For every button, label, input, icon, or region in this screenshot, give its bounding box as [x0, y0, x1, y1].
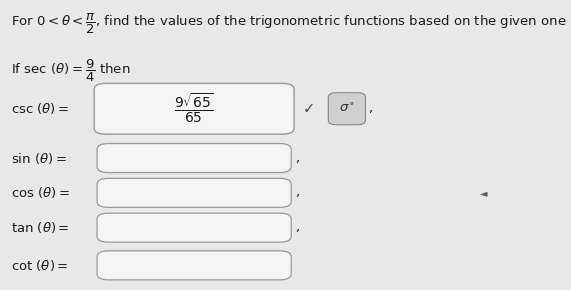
Text: tan $(\theta) =$: tan $(\theta) =$	[11, 220, 70, 235]
Text: ◄: ◄	[480, 188, 487, 198]
Text: cos $(\theta) =$: cos $(\theta) =$	[11, 185, 71, 200]
FancyBboxPatch shape	[97, 213, 291, 242]
FancyBboxPatch shape	[97, 144, 291, 173]
Text: If sec $(\theta) = \dfrac{9}{4}$ then: If sec $(\theta) = \dfrac{9}{4}$ then	[11, 58, 131, 84]
Text: ✓: ✓	[303, 101, 315, 116]
Text: For $0 < \theta < \dfrac{\pi}{2}$, find the values of the trigonometric function: For $0 < \theta < \dfrac{\pi}{2}$, find …	[11, 12, 567, 36]
Text: ,: ,	[295, 152, 299, 164]
FancyBboxPatch shape	[97, 251, 291, 280]
Text: ,: ,	[295, 221, 299, 234]
Text: cot $(\theta) =$: cot $(\theta) =$	[11, 258, 69, 273]
Text: ,: ,	[368, 102, 372, 115]
Text: $\sigma^{\!\circ}$: $\sigma^{\!\circ}$	[339, 102, 355, 115]
Text: csc $(\theta)=$: csc $(\theta)=$	[11, 101, 70, 116]
Text: sin $(\theta) =$: sin $(\theta) =$	[11, 151, 67, 166]
FancyBboxPatch shape	[328, 93, 365, 125]
Text: $\dfrac{9\sqrt{65}}{65}$: $\dfrac{9\sqrt{65}}{65}$	[174, 92, 214, 125]
Text: ,: ,	[295, 186, 299, 199]
FancyBboxPatch shape	[94, 84, 294, 134]
FancyBboxPatch shape	[97, 178, 291, 207]
